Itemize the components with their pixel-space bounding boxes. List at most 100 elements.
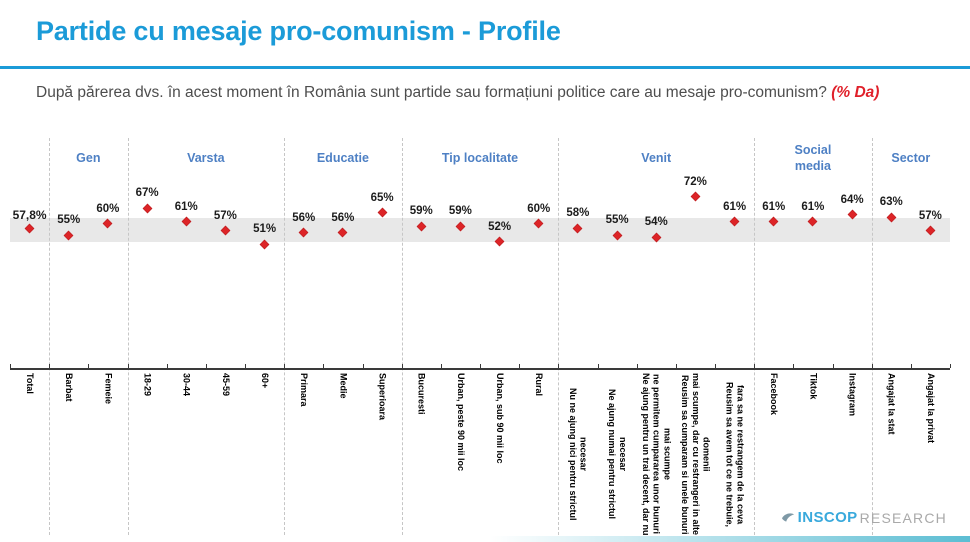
x-axis-label: Angajat la privat — [870, 373, 970, 443]
category-label: Angajat la stat — [886, 373, 897, 435]
axis-tick — [558, 364, 560, 368]
value-label: 65% — [370, 191, 394, 204]
axis-tick — [910, 364, 912, 368]
value-label: 57% — [918, 209, 942, 222]
axis-tick — [675, 364, 677, 368]
category-label: Urban, peste 90 mii loc — [455, 373, 466, 472]
value-label: 54% — [644, 216, 668, 229]
highlight-band — [10, 218, 950, 242]
value-label: 63% — [879, 196, 903, 208]
x-axis-line — [10, 368, 950, 370]
value-label: 57% — [213, 209, 237, 222]
value-label: 55% — [605, 214, 629, 226]
x-axis-label: 45-59 — [165, 373, 285, 396]
group-header: Educatie — [316, 151, 369, 166]
group-header: Venit — [641, 151, 672, 166]
x-axis-label: 30-44 — [126, 373, 246, 396]
category-label: Medie — [338, 373, 349, 399]
x-axis-label: Urban, peste 90 mii loc — [400, 373, 520, 471]
x-axis-label: Angajat la stat — [831, 373, 951, 435]
question-body: După părerea dvs. în acest moment în Rom… — [36, 84, 827, 101]
value-label: 51% — [253, 223, 277, 235]
category-label: Urban, sub 90 mii loc — [494, 373, 505, 464]
value-label: 72% — [683, 175, 707, 188]
value-label: 61% — [762, 200, 786, 213]
category-label: Superioara — [377, 373, 388, 421]
question-text: După părerea dvs. în acest moment în Rom… — [36, 82, 941, 104]
x-axis-label: Facebook — [714, 373, 834, 415]
axis-tick — [284, 364, 286, 368]
value-label: 52% — [488, 220, 512, 233]
category-label: Primara — [299, 373, 310, 407]
category-label: 45-59 — [220, 373, 231, 397]
axis-tick — [88, 364, 90, 368]
value-label: 55% — [57, 214, 81, 226]
value-label: 57,8% — [12, 207, 47, 222]
x-axis-label: Rural — [479, 373, 599, 396]
category-label: Femeie — [103, 373, 114, 405]
x-axis-label: 18-29 — [87, 373, 207, 396]
category-label: Instagram — [847, 373, 858, 417]
x-axis-label: Reusim sa avem tot ce ne trebuie, fara s… — [675, 373, 795, 536]
title-underline — [0, 66, 970, 69]
category-label: 30-44 — [181, 373, 192, 397]
axis-tick — [245, 364, 246, 368]
group-header: Sector — [891, 151, 931, 166]
axis-tick — [950, 364, 951, 368]
x-axis-label: Urban, sub 90 mii loc — [440, 373, 560, 464]
axis-tick — [401, 364, 403, 368]
category-label: Barbat — [64, 373, 75, 402]
value-label: 61% — [723, 200, 747, 213]
brand-suffix: RESEARCH — [859, 509, 947, 526]
inscop-logo: INSCOP RESEARCH — [781, 509, 947, 526]
group-separator — [49, 138, 51, 535]
category-label: 18-29 — [142, 373, 153, 397]
value-label: 60% — [96, 202, 120, 215]
data-point-marker — [690, 191, 701, 202]
x-axis-label: Total — [0, 373, 90, 394]
x-axis-label: Superioara — [322, 373, 442, 420]
axis-tick — [597, 364, 599, 368]
value-label: 67% — [135, 187, 159, 199]
group-separator — [401, 138, 403, 535]
x-axis-label: Tiktok — [753, 373, 873, 399]
axis-tick — [832, 364, 834, 368]
category-label: Bucuresti — [416, 373, 427, 415]
axis-tick — [127, 364, 129, 368]
axis-tick — [636, 364, 638, 368]
value-label: 60% — [527, 202, 551, 215]
category-label: 60+ — [259, 373, 270, 389]
axis-tick — [205, 364, 207, 368]
x-axis-label: Reusim sa cumparam si unele bunuri mai s… — [635, 373, 755, 536]
category-label: Reusim sa cumparam si unele bunuri mai s… — [680, 373, 712, 536]
category-label: Nu ne ajung nici pentru strictul necesar — [567, 388, 589, 521]
leaf-swoosh-icon — [781, 511, 795, 524]
value-label: 56% — [331, 211, 355, 224]
x-axis-label: Femeie — [48, 373, 168, 404]
category-label: Reusim sa avem tot ce ne trebuie, fara s… — [724, 381, 746, 528]
category-label: Tiktok — [808, 373, 819, 400]
x-axis-label: Ne ajung pentru un trai decent, dar nu n… — [596, 373, 716, 536]
x-axis-label: Nu ne ajung nici pentru strictul necesar — [518, 373, 638, 536]
group-separator — [754, 138, 756, 535]
data-point-marker — [377, 207, 388, 218]
x-axis-label: Medie — [283, 373, 403, 399]
x-axis-label: Primara — [244, 373, 364, 407]
axis-tick — [166, 364, 168, 368]
axis-tick — [10, 364, 11, 368]
axis-tick — [440, 364, 442, 368]
axis-tick — [871, 364, 873, 368]
axis-tick — [793, 364, 795, 368]
x-axis-label: Instagram — [792, 373, 912, 416]
value-label: 59% — [448, 205, 472, 217]
value-label: 56% — [292, 211, 316, 224]
percent-da-note: (% Da) — [831, 84, 880, 101]
value-label: 58% — [566, 207, 590, 220]
data-point-marker — [142, 203, 153, 213]
group-separator — [284, 138, 286, 535]
axis-tick — [362, 364, 364, 368]
category-label: Rural — [534, 373, 545, 397]
category-label: Angajat la privat — [925, 373, 936, 444]
axis-tick — [715, 364, 716, 368]
